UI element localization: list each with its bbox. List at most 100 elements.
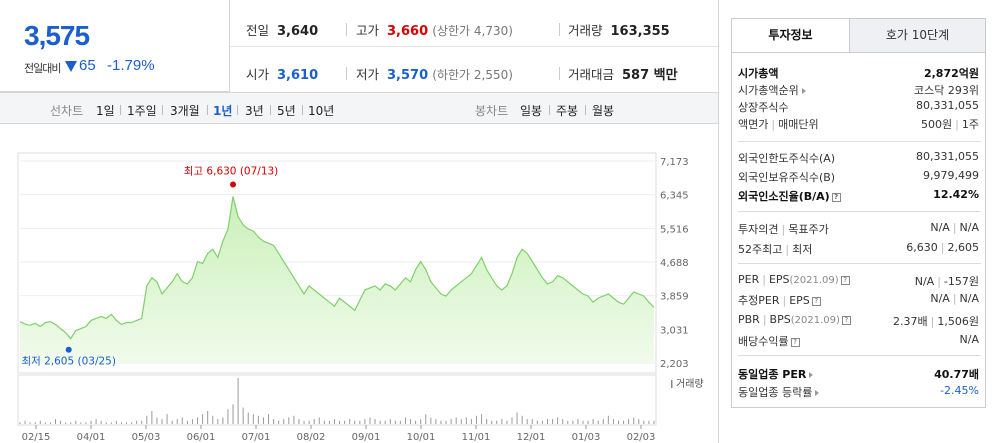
period-1w[interactable]: 1주일 bbox=[127, 104, 157, 118]
current-price: 3,575 bbox=[24, 20, 90, 51]
price-chart-svg: 최고 6,630 (07/13) 최저 2,605 (03/25) 7,173 6… bbox=[17, 152, 704, 443]
x-tick-label: 09/01 bbox=[352, 432, 381, 443]
period-bar: 선차트 1일 1주일 3개월 1년 3년 5년 10년 봉차트 일봉 주봉 월봉 bbox=[0, 92, 718, 124]
volume-bar bbox=[623, 420, 625, 424]
volume-bar bbox=[648, 420, 650, 424]
volume-bar bbox=[653, 420, 655, 424]
volume-bar bbox=[359, 420, 361, 424]
volume-bar bbox=[638, 419, 640, 424]
volume-bar bbox=[567, 420, 569, 424]
period-10y[interactable]: 10년 bbox=[308, 104, 335, 118]
row-market-cap-rank[interactable]: 시가총액순위 코스닥 293위 bbox=[738, 84, 979, 97]
x-tick-label: 07/01 bbox=[242, 432, 271, 443]
volume-bar bbox=[430, 417, 432, 424]
candle-monthly[interactable]: 월봉 bbox=[592, 104, 615, 118]
info-box: 시가총액 2,872억원 시가총액순위 코스닥 293위 상장주식수 80,33… bbox=[731, 52, 986, 408]
volume-bar bbox=[141, 420, 143, 424]
row-market-cap: 시가총액 2,872억원 bbox=[738, 67, 979, 80]
candle-weekly[interactable]: 주봉 bbox=[556, 104, 579, 118]
volume-bar bbox=[511, 417, 513, 424]
volume-bar bbox=[592, 419, 594, 424]
volume-bar bbox=[252, 414, 254, 424]
stat-open: 시가 3,610 bbox=[246, 67, 319, 83]
volume-bar bbox=[283, 419, 285, 424]
volume-bar bbox=[257, 415, 259, 424]
row-industry-per[interactable]: 동일업종 PER 40.77배 bbox=[738, 368, 979, 381]
volume-bar bbox=[501, 419, 503, 424]
volume-bar bbox=[181, 417, 183, 424]
volume-bar bbox=[465, 417, 467, 424]
volume-bar bbox=[486, 419, 488, 424]
volume-bar bbox=[425, 414, 427, 424]
volume-bar bbox=[450, 419, 452, 424]
volume-legend: 거래량 bbox=[676, 378, 704, 390]
period-1d[interactable]: 1일 bbox=[96, 104, 115, 118]
volume-bar bbox=[34, 422, 36, 424]
volume-bar bbox=[318, 417, 320, 424]
line-chart-label: 선차트 bbox=[50, 104, 84, 118]
y-tick-label: 6,345 bbox=[660, 191, 689, 202]
volume-bar bbox=[237, 378, 239, 424]
volume-bar bbox=[435, 419, 437, 424]
price-chart: 최고 6,630 (07/13) 최저 2,605 (03/25) 7,173 6… bbox=[0, 125, 718, 443]
volume-bar bbox=[617, 420, 619, 424]
volume-bar bbox=[100, 420, 102, 424]
help-icon[interactable]: ? bbox=[840, 275, 850, 285]
volume-bar bbox=[110, 422, 112, 424]
period-5y[interactable]: 5년 bbox=[277, 104, 296, 118]
volume-bar bbox=[60, 420, 62, 424]
volume-bar bbox=[460, 419, 462, 424]
help-icon[interactable]: ? bbox=[831, 192, 841, 202]
volume-bar bbox=[572, 420, 574, 424]
volume-bar bbox=[607, 415, 609, 424]
volume-bar bbox=[126, 422, 128, 424]
volume-bar bbox=[404, 417, 406, 424]
x-tick-label: 10/01 bbox=[407, 432, 436, 443]
volume-bar bbox=[232, 404, 234, 424]
y-tick-label: 3,859 bbox=[660, 292, 689, 303]
help-icon[interactable]: ? bbox=[790, 337, 800, 347]
volume-bar bbox=[207, 410, 209, 424]
x-tick-label: 02/03 bbox=[627, 432, 656, 443]
volume-bar bbox=[415, 420, 417, 424]
arrow-right-icon bbox=[801, 88, 806, 94]
volume-bar bbox=[344, 420, 346, 424]
volume-bar bbox=[217, 419, 219, 424]
price-line bbox=[19, 196, 655, 340]
volume-bar bbox=[643, 420, 645, 424]
stat-high: 고가 3,660 (상한가 4,730) bbox=[356, 23, 513, 39]
tab-investment-info[interactable]: 투자정보 bbox=[731, 18, 850, 53]
volume-bar bbox=[151, 410, 153, 424]
row-par-value: 액면가 | 매매단위 500원 | 1주 bbox=[738, 118, 979, 131]
volume-bar bbox=[328, 420, 330, 424]
volume-legend-icon bbox=[671, 380, 673, 388]
volume-bar bbox=[146, 415, 148, 424]
volume-bar bbox=[136, 420, 138, 424]
candle-daily[interactable]: 일봉 bbox=[520, 104, 543, 118]
volume-bar bbox=[602, 419, 604, 424]
row-listed-shares: 상장주식수 80,331,055 bbox=[738, 99, 979, 114]
volume-bar bbox=[24, 420, 26, 424]
row-industry-change[interactable]: 동일업종 등락률 -2.45% bbox=[738, 384, 979, 399]
volume-bar bbox=[212, 415, 214, 424]
x-tick-label: 01/03 bbox=[572, 432, 601, 443]
help-icon[interactable]: ? bbox=[811, 296, 821, 306]
volume-bar bbox=[323, 420, 325, 424]
volume-bar bbox=[481, 414, 483, 424]
period-3y[interactable]: 3년 bbox=[245, 104, 264, 118]
volume-bar bbox=[410, 419, 412, 424]
row-foreign-ratio: 외국인소진율(B/A)? 12.42% bbox=[738, 188, 979, 203]
row-foreign-holdings: 외국인보유주식수(B) 9,979,499 bbox=[738, 169, 979, 184]
tab-order-book[interactable]: 호가 10단계 bbox=[849, 18, 986, 53]
period-3m[interactable]: 3개월 bbox=[170, 104, 200, 118]
plot-frame bbox=[17, 152, 657, 374]
period-1y[interactable]: 1년 bbox=[213, 104, 233, 118]
help-icon[interactable]: ? bbox=[841, 315, 851, 325]
volume-bar bbox=[470, 419, 472, 424]
volume-bar bbox=[278, 420, 280, 424]
y-tick-label: 7,173 bbox=[660, 157, 689, 168]
volume-bar bbox=[526, 419, 528, 424]
volume-bar bbox=[186, 420, 188, 424]
volume-bar bbox=[379, 420, 381, 424]
volume-bar bbox=[55, 419, 57, 424]
